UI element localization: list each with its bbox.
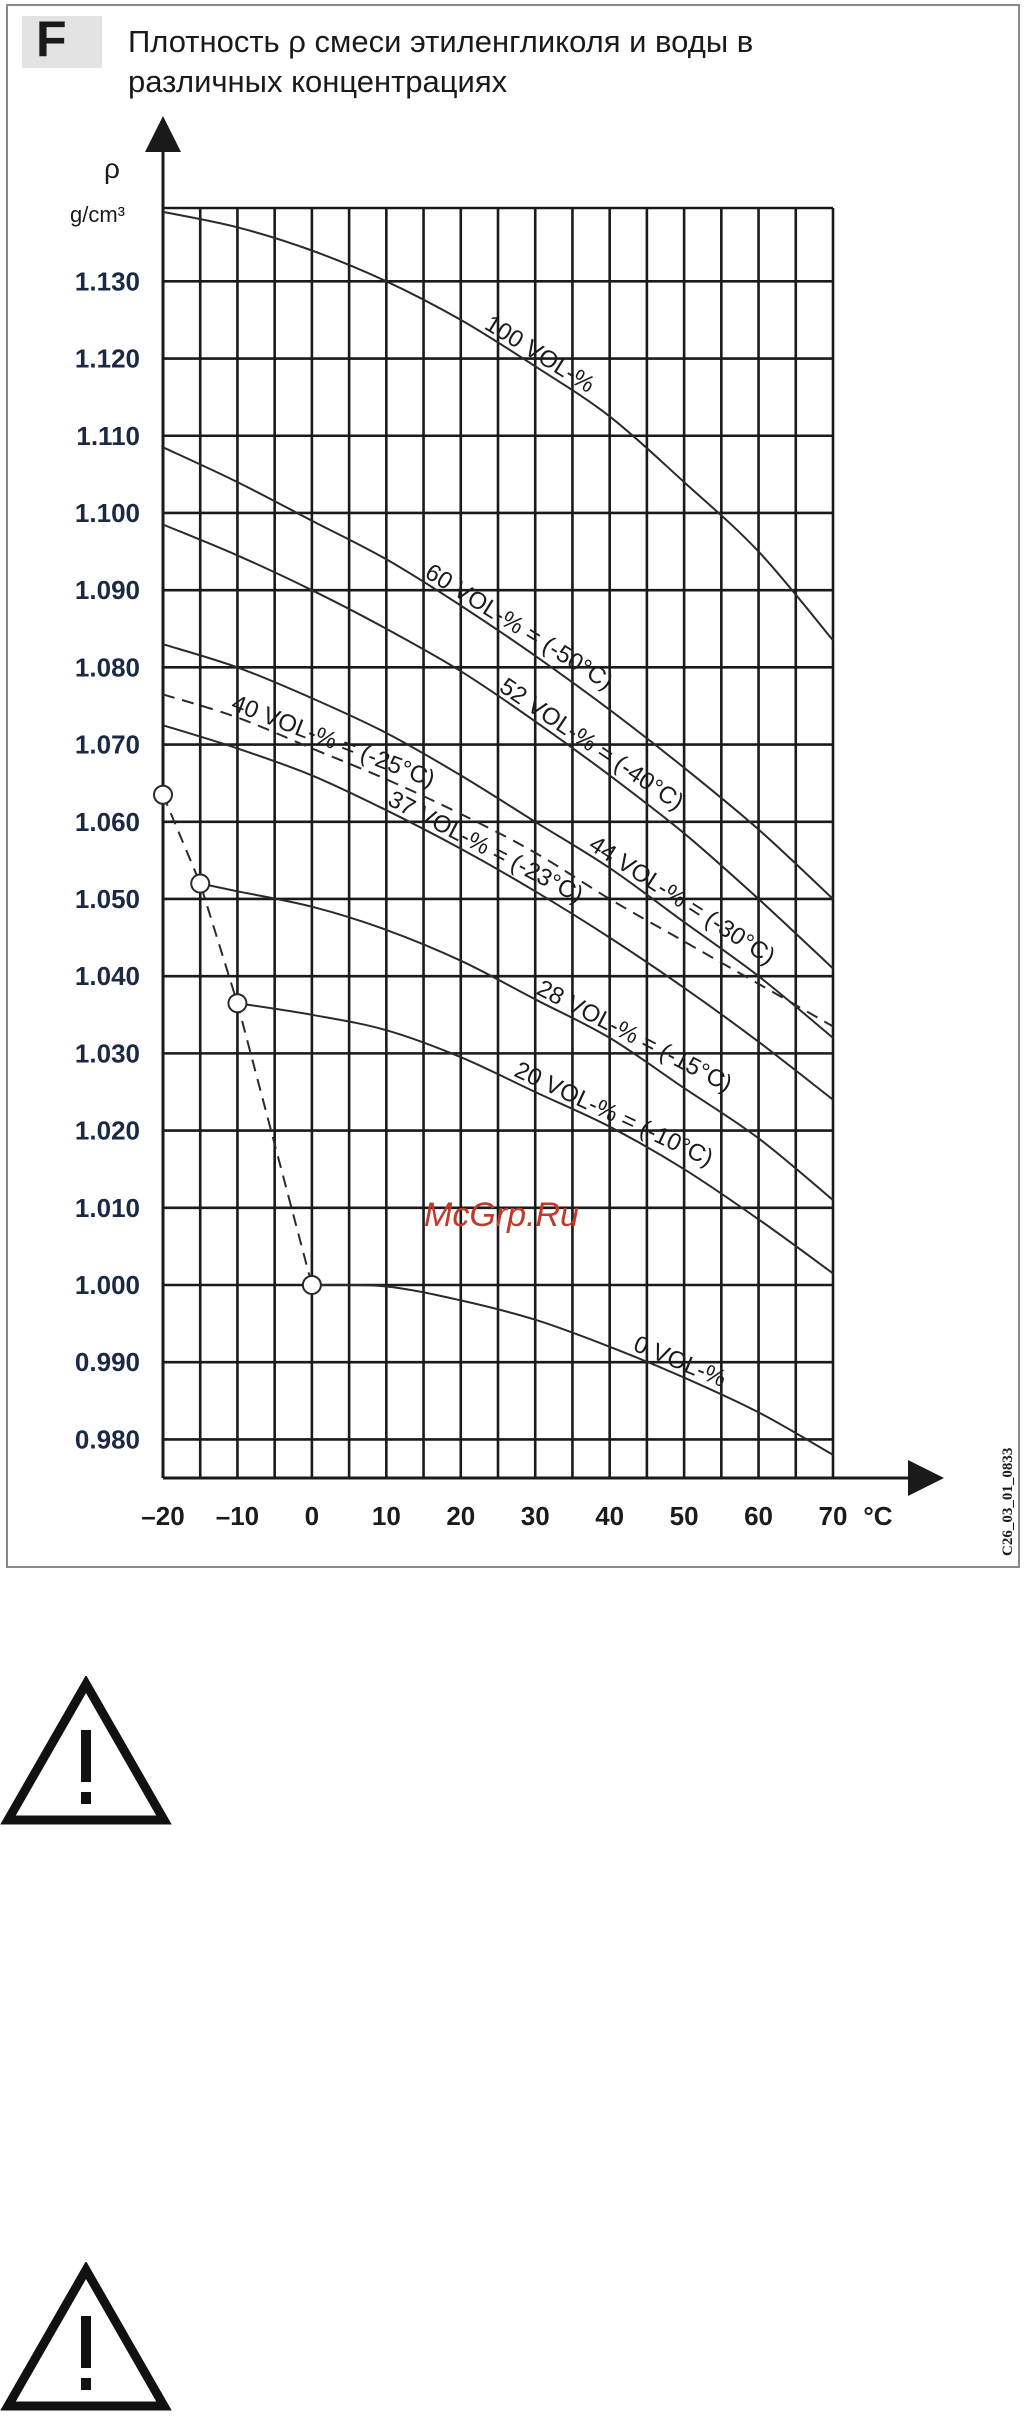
- y-tick-label: 1.020: [75, 1116, 140, 1146]
- series-line: [162, 523, 834, 970]
- warning-triangle-icon: [0, 1676, 172, 1825]
- x-tick-label: 10: [372, 1501, 401, 1531]
- y-tick-label: 1.040: [75, 961, 140, 991]
- series-label: 0 VOL-%: [630, 1331, 730, 1393]
- series-label: 60 VOL-% = (-50°C): [420, 559, 617, 696]
- figure-letter-box: [22, 16, 102, 68]
- y-tick-label: 0.990: [75, 1347, 140, 1377]
- series-point: [301, 1274, 322, 1295]
- series-label: 44 VOL-% = (-30°C): [584, 831, 780, 971]
- x-tick-label: 50: [670, 1501, 699, 1531]
- series-line: [162, 446, 834, 900]
- figure-code: C26_03_01_0833: [1000, 1448, 1016, 1556]
- series-line-guide: [162, 794, 313, 1286]
- x-tick-label: 60: [744, 1501, 773, 1531]
- series-line: [162, 210, 834, 641]
- x-tick-label: –10: [216, 1501, 259, 1531]
- x-tick-label: 70: [819, 1501, 848, 1531]
- series-point: [190, 873, 211, 894]
- series-line: [162, 643, 834, 1039]
- x-tick-label: 40: [595, 1501, 624, 1531]
- x-axis-unit: °C: [863, 1501, 892, 1531]
- figure-frame: [6, 4, 1020, 1568]
- series-point: [227, 993, 248, 1014]
- y-tick-label: 1.090: [75, 575, 140, 605]
- y-tick-label: 1.000: [75, 1270, 140, 1300]
- series-line: [199, 882, 834, 1201]
- warning-triangle-icon: [0, 2262, 172, 2411]
- y-tick-label: 1.080: [75, 652, 140, 682]
- series-line: [311, 1283, 834, 1456]
- y-tick-label: 1.030: [75, 1038, 140, 1068]
- y-tick-label: 1.010: [75, 1193, 140, 1223]
- y-tick-label: 1.120: [75, 344, 140, 374]
- x-tick-label: 0: [305, 1501, 319, 1531]
- y-tick-label: 1.050: [75, 884, 140, 914]
- y-axis-unit: g/cm³: [70, 202, 125, 227]
- series-label: 37 VOL-% = (-23°C): [384, 786, 588, 909]
- y-tick-label: 1.110: [76, 421, 140, 451]
- y-axis-symbol: ρ: [104, 153, 120, 184]
- figure-letter: F: [36, 11, 67, 67]
- series-line: [162, 724, 834, 1101]
- series-label: 40 VOL-% = (-25°C): [228, 690, 439, 793]
- y-tick-label: 0.980: [75, 1424, 140, 1454]
- x-tick-label: 20: [446, 1501, 475, 1531]
- figure-title: Плотность ρ смеси этиленгликоля и воды в…: [128, 24, 754, 99]
- series-point: [153, 784, 173, 805]
- y-tick-label: 1.100: [75, 498, 140, 528]
- y-tick-label: 1.060: [75, 807, 140, 837]
- x-tick-label: –20: [141, 1501, 184, 1531]
- series-line: [162, 693, 834, 1028]
- x-tick-label: 30: [521, 1501, 550, 1531]
- watermark: McGrp.Ru: [424, 1196, 579, 1234]
- series-line: [237, 1002, 834, 1275]
- y-tick-label: 1.130: [75, 266, 140, 296]
- y-tick-label: 1.070: [75, 730, 140, 760]
- density-chart: 0.980 0.990 1.000 1.010 1.020 1.030 1.040 1.050…: [70, 116, 1016, 1556]
